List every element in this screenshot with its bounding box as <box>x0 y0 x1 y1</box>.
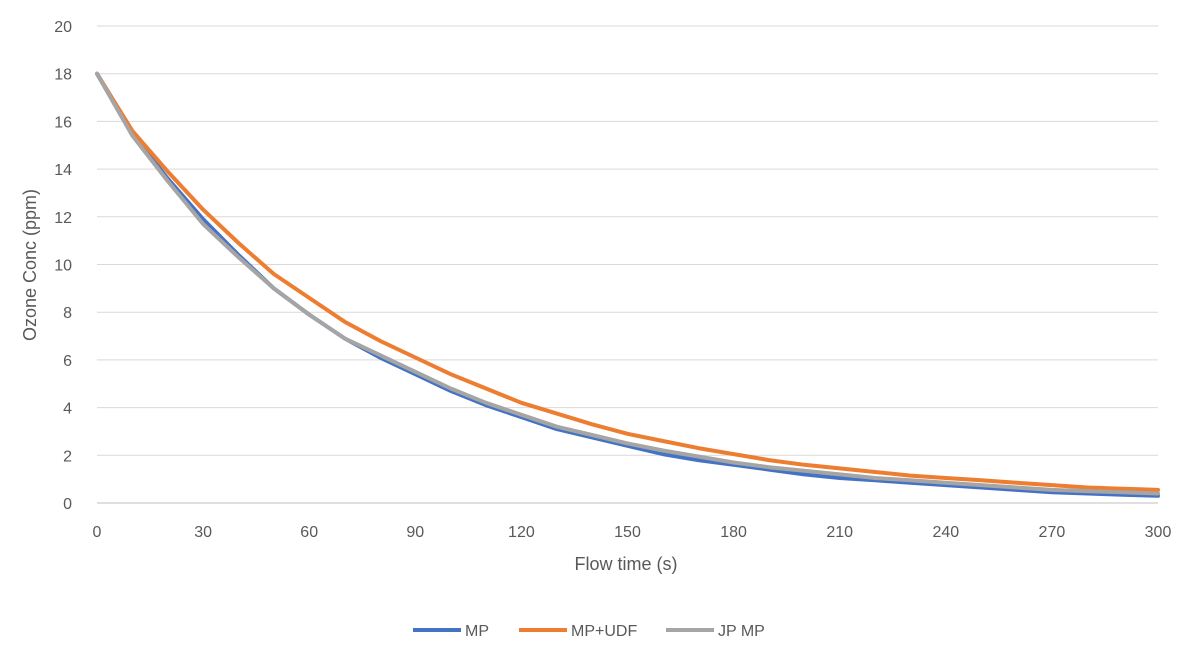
x-tick-labels: 0 30 60 90 120 150 180 210 240 270 300 <box>93 524 1172 541</box>
legend-label-jp-mp: JP MP <box>718 623 765 640</box>
x-tick-label: 90 <box>406 524 424 541</box>
y-axis-title: Ozone Conc (ppm) <box>20 189 40 341</box>
series-line-mp-udf <box>95 71 1160 492</box>
y-tick-label: 6 <box>63 353 72 370</box>
x-tick-label: 0 <box>93 524 102 541</box>
x-axis-title: Flow time (s) <box>575 554 678 574</box>
x-tick-label: 210 <box>826 524 853 541</box>
y-tick-label: 8 <box>63 305 72 322</box>
y-tick-label: 20 <box>54 19 72 36</box>
x-tick-label: 30 <box>194 524 212 541</box>
gridlines <box>97 25 1158 504</box>
x-tick-label: 270 <box>1039 524 1066 541</box>
y-tick-label: 4 <box>63 401 72 418</box>
legend-label-mp: MP <box>465 623 489 640</box>
x-tick-label: 60 <box>300 524 318 541</box>
x-tick-label: 150 <box>614 524 641 541</box>
series-lines <box>95 71 1160 498</box>
y-tick-label: 10 <box>54 258 72 275</box>
y-tick-labels: 0 2 4 6 8 10 12 14 16 18 20 <box>54 19 72 513</box>
y-tick-label: 0 <box>63 496 72 513</box>
series-line-jp-mp <box>95 71 1160 496</box>
y-tick-label: 16 <box>54 114 72 131</box>
x-tick-label: 240 <box>932 524 959 541</box>
y-tick-label: 14 <box>54 162 72 179</box>
y-tick-label: 2 <box>63 448 72 465</box>
x-tick-label: 300 <box>1145 524 1172 541</box>
x-tick-label: 180 <box>720 524 747 541</box>
legend-label-mp-udf: MP+UDF <box>571 623 637 640</box>
x-tick-label: 120 <box>508 524 535 541</box>
legend: MP MP+UDF JP MP <box>413 623 765 640</box>
y-tick-label: 12 <box>54 210 72 227</box>
y-tick-label: 18 <box>54 67 72 84</box>
